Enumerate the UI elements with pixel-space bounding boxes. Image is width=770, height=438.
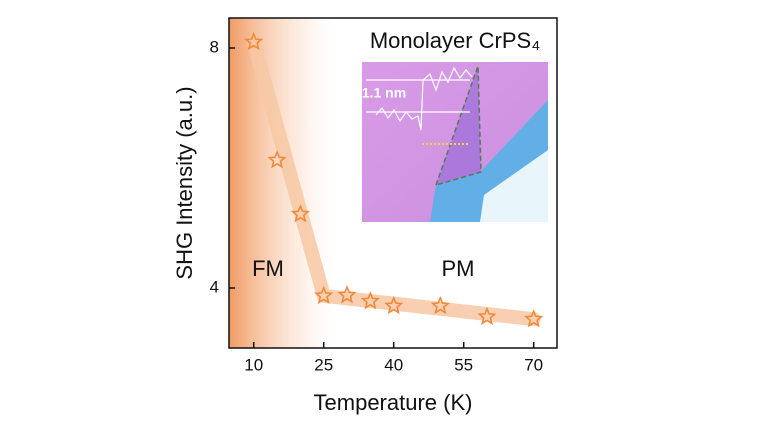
data-point — [477, 306, 497, 326]
chart-title: Monolayer CrPS₄ — [370, 28, 540, 53]
y-tick-label: 8 — [210, 37, 219, 56]
x-axis-label: Temperature (K) — [314, 390, 473, 415]
inset-image — [362, 62, 548, 222]
x-tick-label: 55 — [454, 355, 473, 374]
x-tick-label: 25 — [314, 355, 333, 374]
guide-band — [246, 35, 541, 327]
y-tick-label: 4 — [210, 277, 219, 296]
data-point — [267, 150, 287, 169]
annotation-height: 1.1 nm — [362, 85, 406, 101]
x-tick-label: 10 — [244, 355, 263, 374]
data-point — [290, 204, 310, 223]
data-point — [337, 285, 357, 304]
data-point — [314, 285, 334, 305]
y-axis-label: SHG Intensity (a.u.) — [172, 86, 197, 279]
x-tick-label: 70 — [524, 355, 543, 374]
annotation-pm: PM — [442, 256, 475, 281]
data-point — [360, 291, 380, 310]
data-point — [384, 295, 404, 315]
x-tick-label: 40 — [384, 355, 403, 374]
data-point — [244, 31, 264, 51]
data-point — [524, 309, 544, 328]
data-point — [430, 295, 450, 315]
annotation-fm: FM — [252, 256, 284, 281]
